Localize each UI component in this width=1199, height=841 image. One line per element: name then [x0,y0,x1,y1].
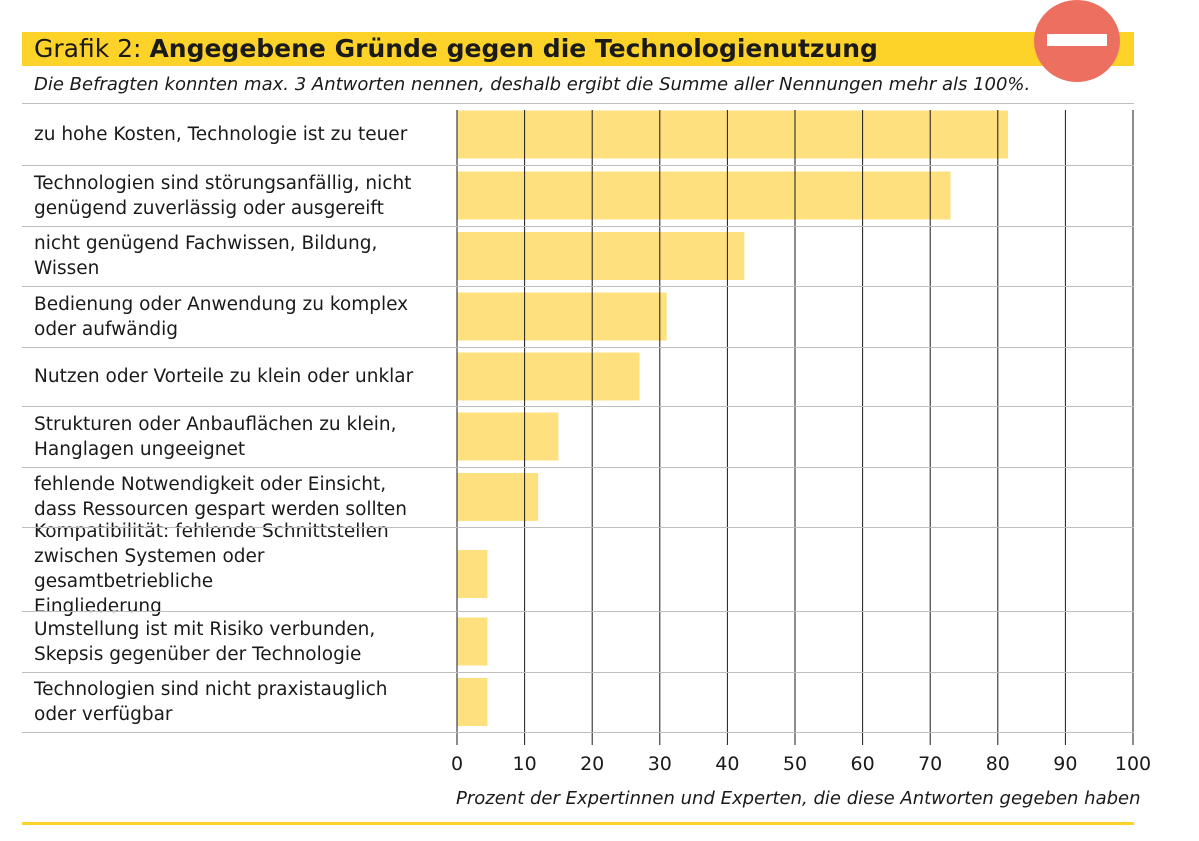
x-tick-label: 20 [580,753,604,775]
category-label-line: Skepsis gegenüber der Technologie [34,643,362,665]
category-label-line: oder verfügbar [34,704,173,725]
category-label: nicht genügend Fachwissen, Bildung, Wisse… [34,226,449,286]
bottom-rule [22,822,1134,825]
row-divider [22,165,1134,166]
category-label-line: Wissen [34,258,100,279]
category-label: Nutzen oder Vorteile zu klein oder unkla… [34,347,449,406]
row-divider [22,732,1134,733]
category-label: Kompatibilität: fehlende Schnittstellen z… [34,521,449,617]
bar [457,412,559,461]
bar [457,550,488,598]
bar [457,352,640,401]
category-label-line: zu hohe Kosten, Technologie ist zu teuer [34,124,408,145]
row-divider [22,467,1134,468]
title-bar [22,32,1134,66]
category-label: zu hohe Kosten, Technologie ist zu teuer [34,104,449,165]
row-divider [22,226,1134,227]
x-tick-label: 40 [715,753,739,775]
category-label-line: Technologien sind nicht praxistauglich [34,679,388,700]
bar [457,171,951,220]
category-label-line: Kompatibilität: fehlende Schnittstellen [34,521,389,542]
category-label-line: Umstellung ist mit Risiko verbunden, [34,618,376,640]
category-label: Umstellung ist mit Risiko verbunden, Skep… [34,611,449,672]
x-tick-label: 80 [986,753,1010,775]
category-label: Bedienung oder Anwendung zu komplex oder … [34,286,449,347]
category-label-line: nicht genügend Fachwissen, Bildung, [34,233,378,254]
category-label-line: Hanglagen ungeeignet [34,438,246,460]
bar [457,292,667,341]
x-tick-label: 0 [451,753,463,775]
bar [457,678,488,726]
row-divider [22,527,1134,528]
title-prefix: Grafik 2: [34,34,142,63]
header-divider [22,103,1134,104]
category-label: Strukturen oder Anbauflächen zu klein, Ha… [34,406,449,467]
category-label-line: dass Ressourcen gespart werden sollten [34,499,408,520]
category-label-line: oder aufwändig [34,318,178,340]
category-label-line: Nutzen oder Vorteile zu klein oder unkla… [34,366,414,387]
x-tick-label: 100 [1115,753,1151,775]
category-label-line: zwischen Systemen oder gesamtbetrieblich… [34,546,265,592]
category-label-line: Bedienung oder Anwendung zu komplex [34,293,409,315]
x-axis-label: Prozent der Expertinnen und Experten, di… [456,788,1141,809]
bar [457,232,745,280]
x-tick-label: 50 [783,753,807,775]
x-tick-label: 10 [513,753,537,775]
row-divider [22,347,1134,348]
no-entry-icon-bar [1047,34,1107,46]
category-label: Technologien sind nicht praxistauglich od… [34,672,449,732]
row-divider [22,611,1134,612]
chart-title: Grafik 2: Angegebene Gründe gegen die Te… [34,33,878,65]
title-main: Angegebene Gründe gegen die Technologien… [149,34,878,63]
row-divider [22,286,1134,287]
x-tick-label: 90 [1053,753,1077,775]
category-label: Technologien sind störungsanfällig, nich… [34,165,449,226]
category-label-line: genügend zuverlässig oder ausgereift [34,197,384,219]
category-label-line: Strukturen oder Anbauflächen zu klein, [34,413,397,435]
row-divider [22,406,1134,407]
row-divider [22,672,1134,673]
x-tick-label: 70 [918,753,942,775]
x-tick-label: 60 [851,753,875,775]
category-label: fehlende Notwendigkeit oder Einsicht, das… [34,467,449,527]
category-label-line: Technologien sind störungsanfällig, nich… [34,172,412,194]
bar [457,473,539,521]
chart-subtitle: Die Befragten konnten max. 3 Antworten n… [34,74,1031,95]
bar [457,110,1008,159]
x-tick-label: 30 [648,753,672,775]
category-label-line: fehlende Notwendigkeit oder Einsicht, [34,474,387,495]
bar [457,617,488,666]
